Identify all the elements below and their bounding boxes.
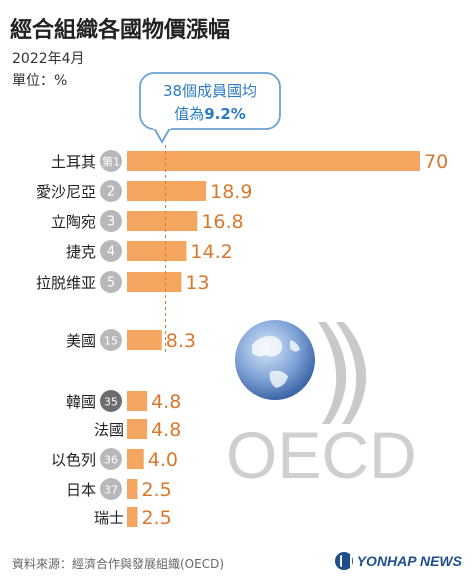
rank-badge [100, 448, 122, 470]
bar-value-label: 4.0 [148, 449, 178, 471]
bar-value-label: 70 [424, 151, 448, 173]
rank-badge [100, 240, 122, 262]
bar [127, 507, 138, 527]
rank-badge [100, 271, 122, 293]
country-label: 立陶宛 [51, 213, 96, 231]
callout-average-value: 9.2% [204, 105, 246, 123]
country-label: 韓國 [66, 393, 96, 411]
callout-line2-prefix: 值為 [174, 105, 204, 123]
bar-value-label: 16.8 [201, 211, 243, 233]
bar-value-label: 8.3 [166, 330, 196, 352]
callout-box [139, 72, 281, 130]
country-label: 瑞士 [94, 509, 124, 527]
callout-pointer [153, 127, 171, 144]
bar-value-label: 4.8 [151, 419, 181, 441]
rank-badge [100, 180, 122, 202]
country-label: 日本 [66, 481, 96, 499]
bar [127, 479, 138, 499]
rank-badge-text: 3 [107, 215, 115, 230]
callout-line2: 值為9.2% [174, 105, 246, 123]
yonhap-logo-icon [334, 552, 353, 570]
rank-badge [100, 150, 122, 172]
bar-value-label: 14.2 [190, 241, 232, 263]
globe-land-icon [252, 336, 300, 388]
country-label: 美國 [66, 332, 96, 350]
bar [127, 272, 182, 292]
chevron-logo-icon [318, 322, 367, 424]
rank-badge-text: 5 [107, 276, 115, 291]
bars-group: 70 第1 土耳其 18.9 2 愛沙尼亞 16.8 3 立陶宛 14.2 4 捷克 13 5 拉脱维亚 8.… [36, 150, 448, 529]
rank-badge-text: 36 [104, 454, 118, 467]
oecd-logo: OECD [226, 320, 417, 492]
country-label: 捷克 [66, 243, 96, 261]
country-label: 拉脱维亚 [36, 274, 96, 292]
bar-value-label: 13 [185, 272, 209, 294]
rank-badge [100, 478, 122, 500]
date-label: 2022年4月 [12, 51, 85, 67]
oecd-logo-text: OECD [226, 418, 417, 492]
bar-value-label: 2.5 [141, 507, 171, 529]
bar [127, 449, 144, 469]
callout-line1: 38個成員國均 [163, 82, 257, 100]
bar-value-label: 4.8 [151, 391, 181, 413]
unit-label: 單位：% [12, 73, 68, 89]
country-label: 土耳其 [51, 153, 96, 171]
bar [127, 211, 198, 231]
bar [127, 419, 148, 439]
rank-badge-text: 37 [104, 484, 118, 497]
rank-badge [100, 210, 122, 232]
source-note: 資料來源：經濟合作與發展組織(OECD) [12, 557, 225, 571]
country-label: 愛沙尼亞 [36, 183, 96, 201]
rank-badge-text: 35 [104, 396, 118, 409]
chart-title: 經合組織各國物價漲幅 [10, 18, 231, 43]
rank-badge-text: 4 [107, 245, 115, 260]
bar-value-label: 18.9 [210, 181, 252, 203]
rank-badge [100, 329, 122, 351]
rank-badge-text: 2 [107, 185, 115, 200]
bar [127, 391, 148, 411]
rank-badge-text: 第1 [102, 155, 120, 169]
bar [127, 330, 162, 350]
rank-badge [100, 390, 122, 412]
rank-badge-text: 15 [104, 335, 118, 348]
globe-icon [235, 320, 315, 400]
bar [127, 151, 420, 171]
country-label: 以色列 [51, 451, 96, 469]
brand-text: YONHAP NEWS [356, 553, 462, 569]
bar [127, 241, 187, 261]
yonhap-brand: YONHAP NEWS [334, 552, 462, 570]
bar [127, 181, 207, 201]
bar-value-label: 2.5 [141, 479, 171, 501]
country-label: 法國 [94, 421, 124, 439]
average-callout: 38個成員國均 值為9.2% [139, 72, 281, 144]
